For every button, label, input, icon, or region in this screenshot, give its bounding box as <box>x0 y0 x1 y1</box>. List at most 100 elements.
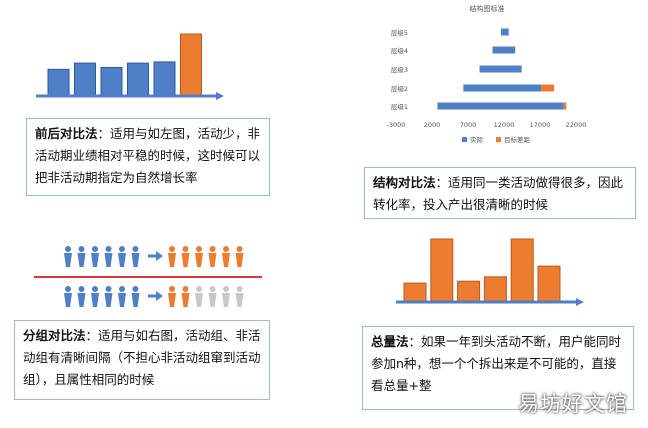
person-body <box>77 293 86 307</box>
before-after-bar <box>100 66 123 97</box>
structure-x-tick-label: 17000 <box>530 121 551 129</box>
person-head <box>78 246 85 252</box>
total-bar <box>537 265 561 303</box>
before-after-bar <box>74 62 96 97</box>
person-head <box>209 246 216 252</box>
structure-bar <box>500 28 509 36</box>
panel-structure-text: 结构对比法：适用同一类活动做得很多，因此转化率，投入产出很清晰的时候 <box>364 167 636 219</box>
panel-structure-desc: ：适用同一类活动做得很多，因此转化率，投入产出很清晰的时候 <box>373 175 624 212</box>
person-icon <box>235 286 244 307</box>
structure-bar <box>492 46 516 54</box>
person-icon <box>168 246 176 267</box>
total-bar <box>483 276 507 303</box>
person-head <box>209 286 216 292</box>
person-head <box>169 286 175 292</box>
before-after-bar <box>180 33 202 97</box>
person-body <box>64 253 72 267</box>
person-body <box>235 253 244 267</box>
person-body <box>208 253 217 267</box>
person-head <box>132 246 139 252</box>
panel-group-text: 分组对比法：适用与如右图，活动组、非活动组有清晰间隔（不担心非活动组窜到活动组）… <box>14 320 270 400</box>
person-head <box>182 246 189 252</box>
structure-bar <box>541 84 555 92</box>
structure-y-tick-label: 层级4 <box>391 46 408 55</box>
person-icon <box>181 246 190 267</box>
person-icon <box>235 246 244 267</box>
structure-legend-label: 实际 <box>470 135 484 144</box>
panel-structure-title: 结构对比法 <box>373 175 436 190</box>
person-body <box>77 253 86 267</box>
person-icon <box>64 246 72 267</box>
person-head <box>92 286 98 292</box>
person-icon <box>208 286 217 307</box>
person-head <box>65 286 71 292</box>
person-body <box>118 253 126 267</box>
person-icon <box>91 286 99 307</box>
panel-total-title: 总量法 <box>371 334 409 349</box>
person-icon <box>118 286 126 307</box>
person-head <box>223 286 229 292</box>
person-icon <box>64 286 72 307</box>
person-head <box>92 246 98 252</box>
total-bar <box>430 238 454 303</box>
structure-x-tick-label: 2000 <box>424 121 441 129</box>
person-body <box>235 293 244 307</box>
person-head <box>196 286 202 292</box>
person-head <box>105 246 112 252</box>
total-bar <box>510 238 534 303</box>
person-body <box>131 253 140 267</box>
panel-before-after-title: 前后对比法 <box>35 126 98 141</box>
person-icon <box>195 246 203 267</box>
before-after-axis-head <box>216 92 224 100</box>
person-head <box>78 286 85 292</box>
person-body <box>64 293 72 307</box>
person-head <box>236 286 243 292</box>
person-icon <box>208 246 217 267</box>
person-icon <box>222 286 230 307</box>
person-head <box>132 286 139 292</box>
structure-legend-swatch <box>462 137 467 142</box>
person-body <box>91 253 99 267</box>
panel-group-title: 分组对比法 <box>23 328 86 343</box>
structure-bar <box>563 102 567 110</box>
structure-bar <box>437 102 564 110</box>
structure-y-tick-label: 层级1 <box>391 102 408 111</box>
structure-legend-swatch <box>496 137 501 142</box>
person-body <box>195 253 203 267</box>
structure-y-tick-label: 层级2 <box>391 84 408 93</box>
person-body <box>208 293 217 307</box>
structure-x-tick-label: 7000 <box>460 121 477 129</box>
total-bar <box>403 282 427 303</box>
person-body <box>104 253 113 267</box>
person-body <box>222 253 230 267</box>
person-icon <box>77 246 86 267</box>
structure-y-tick-label: 层级3 <box>391 65 408 74</box>
structure-chart-title: 结构图标准 <box>470 4 505 13</box>
person-body <box>91 293 99 307</box>
person-icon <box>77 286 86 307</box>
person-body <box>104 293 113 307</box>
panel-group-desc: ：适用与如右图，活动组、非活动组有清晰间隔（不担心非活动组窜到活动组），且属性相… <box>23 328 261 387</box>
person-head <box>65 246 71 252</box>
structure-x-tick-label: 12000 <box>494 121 515 129</box>
person-icon <box>104 286 113 307</box>
person-body <box>181 253 190 267</box>
person-head <box>119 246 125 252</box>
person-head <box>236 246 243 252</box>
structure-y-tick-label: 层级5 <box>391 28 408 37</box>
person-icon <box>91 246 99 267</box>
person-icon <box>131 246 140 267</box>
person-head <box>223 246 229 252</box>
panel-before-after-desc: ：适用与如左图，活动少，非活动期业绩相对平稳的时候，这时候可以把非活动期指定为自… <box>35 126 261 185</box>
panel-before-after-text: 前后对比法：适用与如左图，活动少，非活动期业绩相对平稳的时候，这时候可以把非活动… <box>26 118 270 196</box>
person-body <box>181 293 190 307</box>
before-after-bar <box>127 62 149 97</box>
group-arrow-head <box>156 291 163 301</box>
person-icon <box>222 246 230 267</box>
person-icon <box>131 286 140 307</box>
person-body <box>118 293 126 307</box>
total-bar <box>457 280 481 303</box>
person-body <box>168 293 176 307</box>
group-arrow-head <box>156 251 163 261</box>
